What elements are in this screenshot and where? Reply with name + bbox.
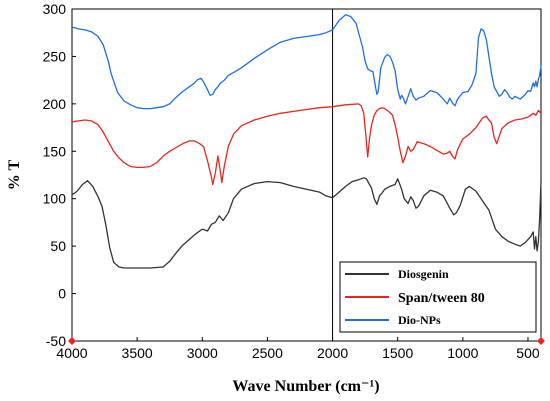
series-line-diosgenin (71, 177, 542, 269)
y-tick-label: 50 (50, 238, 66, 254)
x-tick-label: 3000 (187, 345, 218, 361)
x-tick-label: 1500 (382, 345, 413, 361)
legend-label-diosgenin: Diosgenin (398, 267, 449, 281)
plot-area: 4000 3500 3000 2500 2000 1500 1000 500 -50 0 50 10… (43, 1, 545, 361)
legend-label-span-tween-80: Span/tween 80 (398, 291, 485, 306)
y-tick-label: 0 (58, 286, 66, 302)
y-tick-label: 300 (43, 1, 67, 17)
x-tick-label: 500 (516, 345, 540, 361)
series-layer (71, 14, 542, 269)
x-axis-title: Wave Number (cm⁻¹) (232, 378, 379, 395)
y-tick-label: 100 (43, 191, 67, 207)
y-tick-label: -50 (46, 333, 66, 349)
x-tick-label: 1000 (447, 345, 478, 361)
y-axis-title: % T (6, 159, 23, 190)
x-axis-end-markers (68, 337, 545, 345)
y-tick-label: 250 (43, 48, 67, 64)
y-axis-ticks: -50 0 50 100 150 200 250 300 (43, 1, 76, 349)
legend-label-dio-nps: Dio-NPs (398, 313, 441, 327)
series-line-span-tween-80 (71, 103, 542, 186)
axis-end-marker (537, 337, 545, 345)
series-line-dio-nps (71, 14, 542, 110)
y-tick-label: 150 (43, 143, 67, 159)
x-axis-ticks: 4000 3500 3000 2500 2000 1500 1000 500 (56, 337, 540, 361)
axis-end-marker (68, 337, 76, 345)
x-tick-label: 4000 (56, 345, 87, 361)
x-tick-label: 2500 (252, 345, 283, 361)
y-tick-label: 200 (43, 96, 67, 112)
plot-frame (71, 8, 542, 342)
x-tick-label: 2000 (317, 345, 348, 361)
x-tick-label: 3500 (122, 345, 153, 361)
legend: Diosgenin Span/tween 80 Dio-NPs (339, 261, 537, 333)
